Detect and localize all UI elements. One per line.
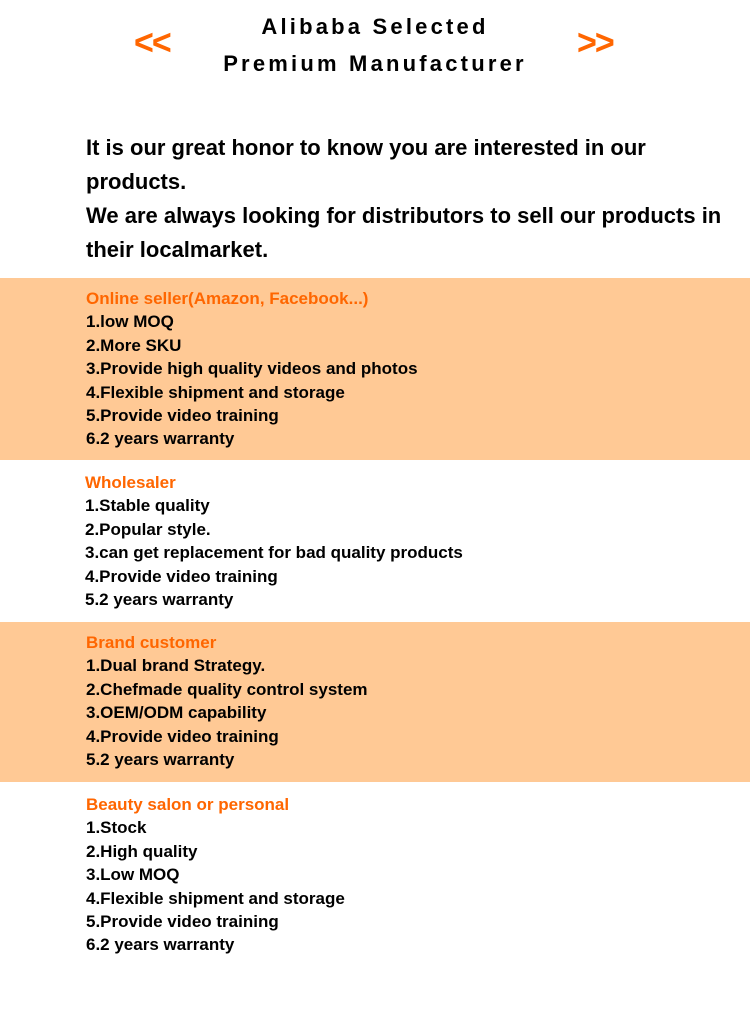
list-item: 4.Flexible shipment and storage <box>86 888 345 908</box>
double-chevron-left-icon: << <box>134 23 172 63</box>
list-item: 4.Provide video training <box>85 566 278 586</box>
section-title: Brand customer <box>86 633 217 652</box>
list-item: 2.More SKU <box>86 335 182 355</box>
list-item: 3.OEM/ODM capability <box>86 703 267 723</box>
list-item: 1.Stable quality <box>85 496 210 516</box>
section-brand-customer: Brand customer 1.Dual brand Strategy. 2.… <box>0 622 750 782</box>
list-item: 2.High quality <box>86 841 198 861</box>
list-item: 5.Provide video training <box>86 406 279 426</box>
list-item: 3.Low MOQ <box>86 865 180 885</box>
header-title-line2: Premium Manufacturer <box>223 51 527 76</box>
intro-paragraph: It is our great honor to know you are in… <box>86 135 646 194</box>
list-item: 6.2 years warranty <box>86 935 235 955</box>
list-item: 5.Provide video training <box>86 912 279 932</box>
list-item: 5.2 years warranty <box>85 590 234 610</box>
list-item: 1.Dual brand Strategy. <box>86 656 266 676</box>
list-item: 4.Flexible shipment and storage <box>86 382 345 402</box>
list-item: 2.Popular style. <box>85 519 211 539</box>
section-online-seller: Online seller(Amazon, Facebook...) 1.low… <box>0 278 750 460</box>
list-item: 6.2 years warranty <box>86 429 235 449</box>
section-wholesaler: Wholesaler 1.Stable quality 2.Popular st… <box>0 460 750 622</box>
intro-paragraph: We are always looking for distributors t… <box>86 203 722 262</box>
list-item: 4.Provide video training <box>86 726 279 746</box>
list-item: 1.low MOQ <box>86 312 174 332</box>
list-item: 3.Provide high quality videos and photos <box>86 359 418 379</box>
list-item: 5.2 years warranty <box>86 750 235 770</box>
list-item: 3.can get replacement for bad quality pr… <box>85 543 463 563</box>
intro-text: It is our great honor to know you are in… <box>86 131 726 267</box>
section-title: Beauty salon or personal <box>86 795 290 814</box>
double-chevron-right-icon: >> <box>577 23 615 63</box>
section-title: Wholesaler <box>85 473 176 492</box>
list-item: 1.Stock <box>86 818 147 838</box>
list-item: 2.Chefmade quality control system <box>86 679 368 699</box>
header-title-line1: Alibaba Selected <box>261 14 489 39</box>
section-beauty-salon: Beauty salon or personal 1.Stock 2.High … <box>0 782 750 982</box>
section-title: Online seller(Amazon, Facebook...) <box>86 289 369 308</box>
